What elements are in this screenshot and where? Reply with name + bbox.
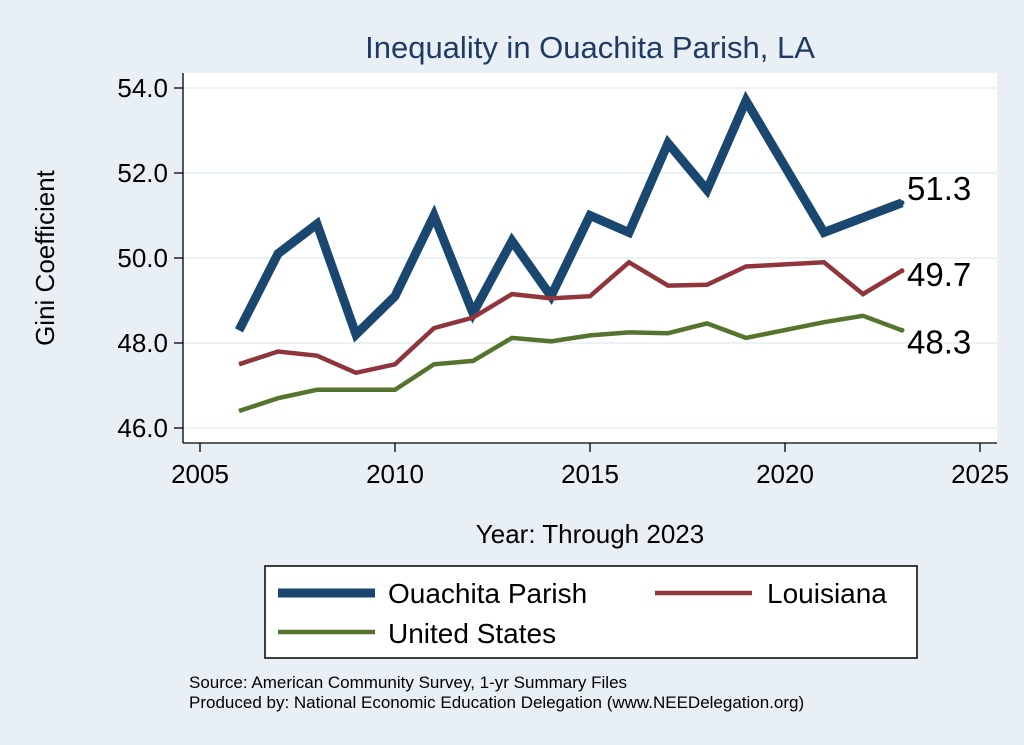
x-tick-label: 2005 bbox=[171, 459, 229, 489]
x-tick-label: 2015 bbox=[561, 459, 619, 489]
x-axis-title: Year: Through 2023 bbox=[476, 519, 704, 549]
x-tick-label: 2025 bbox=[951, 459, 1009, 489]
series-line-united-states bbox=[238, 313, 903, 414]
end-label-louisiana: 49.7 bbox=[907, 256, 971, 293]
series-line-ouachita-parish bbox=[234, 90, 904, 343]
legend-box bbox=[264, 565, 918, 659]
y-axis-ticks: 46.0 48.0 50.0 52.0 54.0 bbox=[117, 73, 183, 443]
y-tick-label: 52.0 bbox=[117, 158, 168, 188]
series-end-marker bbox=[899, 200, 905, 206]
chart-title: Inequality in Ouachita Parish, LA bbox=[365, 30, 815, 65]
legend: Ouachita Parish Louisiana United States bbox=[264, 565, 918, 659]
series-end-marker bbox=[899, 268, 905, 274]
series-lines bbox=[234, 90, 905, 414]
end-label-ouachita: 51.3 bbox=[907, 170, 971, 207]
legend-label-ouachita: Ouachita Parish bbox=[388, 578, 587, 609]
y-tick-label: 48.0 bbox=[117, 328, 168, 358]
end-label-us: 48.3 bbox=[907, 323, 971, 360]
produced-by-note: Produced by: National Economic Education… bbox=[189, 693, 804, 712]
y-tick-label: 50.0 bbox=[117, 243, 168, 273]
y-axis-title: Gini Coefficient bbox=[30, 169, 60, 346]
end-labels: 51.3 49.7 48.3 bbox=[907, 170, 971, 361]
gridlines bbox=[183, 87, 997, 429]
legend-label-louisiana: Louisiana bbox=[767, 578, 887, 609]
source-note: Source: American Community Survey, 1-yr … bbox=[189, 673, 627, 692]
y-tick-label: 54.0 bbox=[117, 73, 168, 103]
legend-label-us: United States bbox=[388, 618, 556, 649]
series-line-louisiana bbox=[238, 259, 904, 376]
y-tick-label: 46.0 bbox=[117, 413, 168, 443]
x-tick-label: 2010 bbox=[366, 459, 424, 489]
x-tick-label: 2020 bbox=[756, 459, 814, 489]
x-axis-ticks: 2005 2010 2015 2020 2025 bbox=[171, 443, 1009, 489]
series-end-marker bbox=[899, 327, 905, 333]
